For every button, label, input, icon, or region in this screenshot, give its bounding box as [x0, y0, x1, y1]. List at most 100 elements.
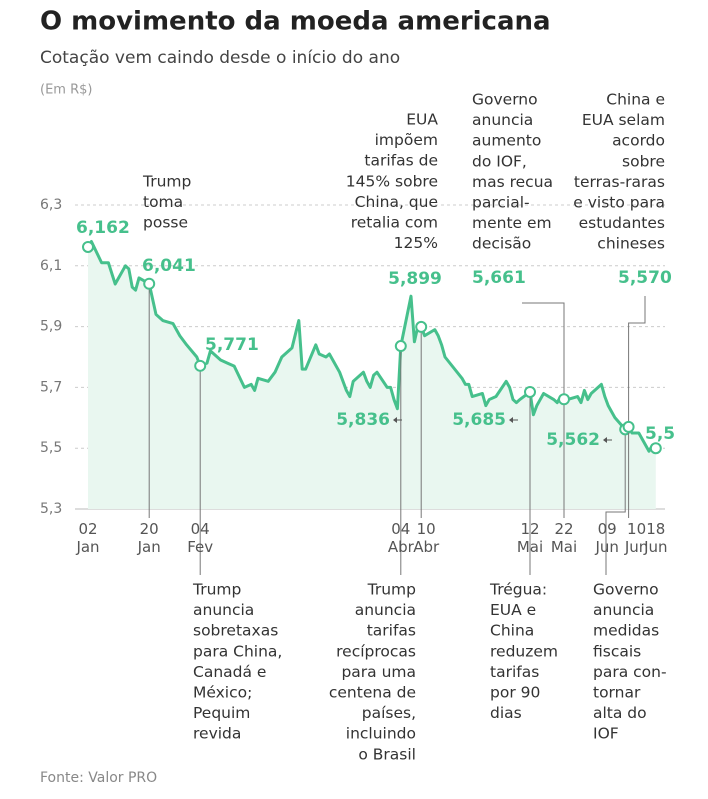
arrow-head: [509, 417, 513, 423]
annotation-text: decisão: [472, 235, 531, 253]
annotation-text: posse: [143, 214, 188, 232]
y-tick-label: 5,3: [40, 501, 62, 517]
annotation-text: sobretaxas: [193, 622, 278, 640]
value-label: 5,899: [388, 269, 442, 289]
annotation-text: Trump: [192, 581, 241, 599]
leader-line: [522, 302, 565, 518]
annotation-text: medidas: [593, 622, 659, 640]
annotation-text: para China,: [193, 642, 282, 660]
annotation-text: centena de: [329, 684, 416, 702]
y-tick-label: 6,3: [40, 197, 62, 213]
annotation-text: mente em: [472, 214, 552, 232]
annotation-text: EUA: [406, 111, 438, 129]
annotation-text: revida: [193, 725, 241, 743]
point-marker: [394, 340, 407, 353]
point-marker: [415, 320, 428, 333]
annotation-text: para uma: [341, 663, 416, 681]
point-marker: [143, 277, 156, 290]
leader-line: [628, 296, 646, 518]
y-tick-label: 6,1: [40, 258, 62, 274]
annotation-text: Pequim: [193, 704, 250, 722]
annotation-text: Canadá e: [193, 663, 266, 681]
x-tick-label: 10 Abr: [413, 520, 440, 556]
annotation-text: incluindo: [346, 725, 416, 743]
annotation-text: anuncia: [193, 601, 254, 619]
point-marker: [194, 359, 207, 372]
annotation-text: acordo: [612, 132, 665, 150]
x-tick-label: 12 Mai: [516, 520, 544, 556]
annotation-text: terras-raras: [574, 173, 665, 191]
value-label: 5,562: [546, 430, 600, 450]
area: [88, 241, 656, 510]
annotation-text: Trump: [367, 581, 416, 599]
point-marker: [558, 393, 570, 406]
annotation-text: 145% sobre: [346, 172, 438, 190]
annotation-text: países,: [362, 704, 416, 722]
annotation-text: China, que: [355, 193, 438, 211]
value-label: 5,661: [472, 268, 526, 288]
y-tick-label: 5,5: [40, 440, 62, 456]
annotation-text: Governo: [593, 581, 659, 599]
value-label: 5,685: [452, 410, 506, 430]
arrow-head: [603, 437, 607, 443]
value-label: 5,771: [205, 335, 259, 355]
annotation-text: chineses: [597, 235, 665, 253]
x-tick-label: 02 Jan: [76, 520, 100, 556]
annotation-text: EUA selam: [582, 111, 665, 129]
annotation-text: tarifas: [367, 622, 416, 640]
y-axis-label: (Em R$): [40, 83, 92, 98]
annotation-text: IOF: [593, 725, 619, 743]
source: Fonte: Valor PRO: [40, 770, 157, 786]
annotation-text: reduzem: [490, 642, 558, 660]
annotation-text: recíprocas: [336, 642, 416, 660]
annotation-text: parcial-: [472, 194, 530, 212]
x-tick-label: 20 Jan: [137, 520, 161, 556]
annotation-text: dias: [490, 704, 522, 722]
annotation-text: toma: [143, 193, 183, 211]
annotation-text: fiscais: [593, 642, 641, 660]
value-label: 6,162: [76, 218, 130, 238]
annotation-text: mas recua: [472, 173, 553, 191]
y-tick-label: 5,7: [40, 379, 62, 395]
x-tick-label: 22 Mai: [550, 520, 578, 556]
annotation-text: alta do: [593, 704, 647, 722]
chart-title: O movimento da moeda americana: [40, 7, 551, 37]
value-label: 5,836: [336, 410, 390, 430]
annotation-text: retalia com: [351, 214, 438, 232]
annotation-text: tornar: [593, 684, 641, 702]
annotation-text: tarifas de: [364, 152, 438, 170]
point-marker: [622, 420, 635, 433]
chart-subtitle: Cotação vem caindo desde o início do ano: [40, 48, 400, 68]
annotation-text: China e: [606, 91, 665, 109]
x-tick-label: 18 Jun: [644, 520, 668, 556]
annotation-text: anuncia: [472, 111, 533, 129]
annotation-text: estudantes: [579, 214, 665, 232]
annotation-text: e visto para: [573, 194, 665, 212]
annotation-text: por 90: [490, 684, 540, 702]
arrow-head: [393, 417, 397, 423]
x-tick-label: 04 Fev: [187, 520, 214, 556]
point-marker: [649, 442, 662, 455]
annotation-text: sobre: [622, 152, 665, 170]
value-label: 6,041: [142, 256, 196, 276]
x-tick-label: 09 Jun: [595, 520, 619, 556]
annotation-text: 125%: [394, 234, 438, 252]
annotation-text: para con-: [593, 663, 667, 681]
annotation-text: Trégua:: [489, 581, 547, 599]
y-tick-label: 5,9: [40, 319, 62, 335]
leader-line: [605, 429, 626, 575]
annotation-text: EUA e: [490, 601, 536, 619]
point-marker: [82, 240, 94, 253]
x-tick-label: 10 Jun: [624, 520, 649, 556]
annotation-text: do IOF,: [472, 152, 527, 170]
annotation-text: anuncia: [355, 601, 416, 619]
annotation-text: impõem: [375, 131, 438, 149]
annotation-text: tarifas: [490, 663, 539, 681]
annotation-text: México;: [193, 684, 252, 702]
annotation-text: anuncia: [593, 601, 654, 619]
value-label: 5,5: [645, 424, 675, 444]
annotation-text: Governo: [472, 91, 538, 109]
value-label: 5,570: [618, 268, 672, 288]
